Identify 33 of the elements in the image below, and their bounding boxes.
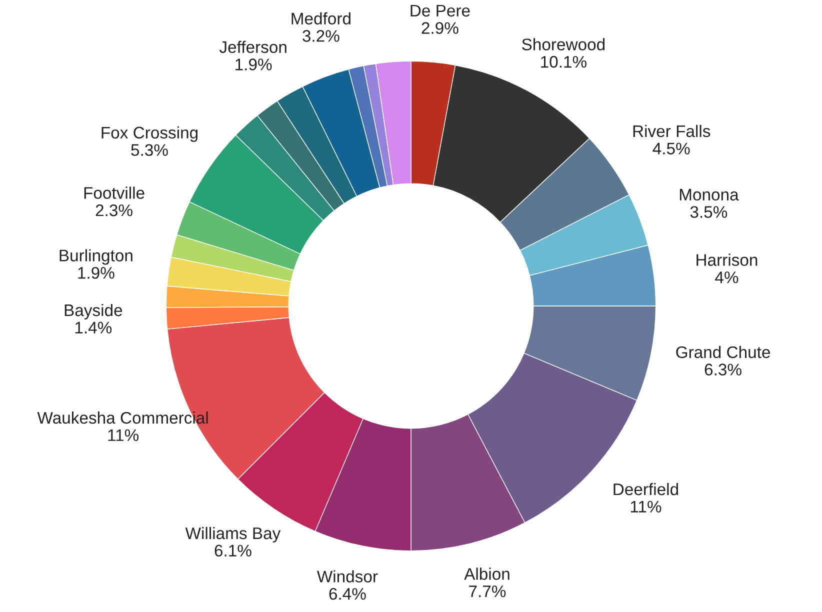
slice-label: Windsor (316, 570, 378, 582)
data-label: 2.3% (96, 204, 132, 216)
slice-label: Deerfield (614, 482, 678, 496)
slice-label: Harrison (696, 254, 758, 266)
data-label: 1.9% (78, 266, 114, 279)
slice-label: Fox Crossing (102, 126, 198, 142)
data-label: 6.1% (214, 544, 252, 557)
data-label: 10.1% (541, 56, 586, 68)
data-label: 1.4% (75, 322, 112, 334)
slice-label: Monona (680, 188, 739, 201)
data-label: 4% (715, 272, 738, 284)
data-label: 4.5% (652, 142, 690, 154)
data-label: 3.5% (690, 206, 728, 218)
slice-label: Jefferson (219, 40, 286, 54)
data-label: 6.3% (704, 364, 742, 376)
slice-label: Shorewood (522, 38, 605, 50)
data-label: 7.7% (469, 585, 506, 598)
data-label: 1.9% (236, 58, 272, 70)
data-label: 11% (630, 500, 662, 513)
data-label: 5.3% (131, 144, 168, 156)
slice-label: River Falls (633, 124, 710, 138)
slice-label: Grand Chute (676, 346, 770, 358)
slice-label: Medford (292, 12, 350, 24)
slice-label: Williams Bay (185, 526, 281, 542)
data-label: 11% (108, 429, 139, 442)
data-label: 2.9% (422, 22, 458, 34)
slice-label: Burlington (60, 249, 132, 265)
data-label: 3.2% (302, 30, 340, 42)
slice-label: Footville (84, 186, 144, 199)
slice-label: Bayside (64, 304, 122, 320)
slice-label: De Pere (410, 4, 470, 17)
slice-label: Albion (464, 568, 510, 580)
data-label: 6.4% (329, 588, 366, 600)
